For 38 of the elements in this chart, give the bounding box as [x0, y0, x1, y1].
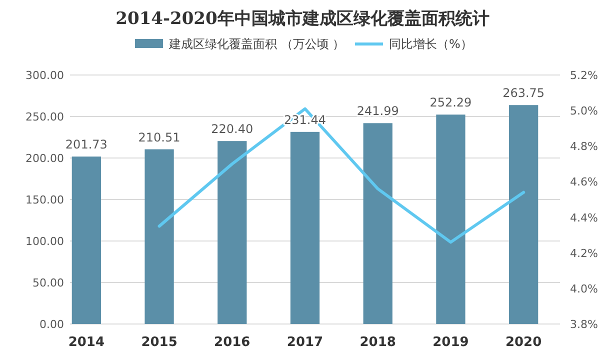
- bar: [436, 114, 466, 324]
- data-label: 263.75: [502, 86, 545, 100]
- chart-title: 2014-2020年中国城市建成区绿化覆盖面积统计: [116, 8, 490, 29]
- y-tick-label: 300.00: [26, 69, 64, 82]
- legend-label: 建成区绿化覆盖面积 （万公顷 ）: [168, 37, 345, 51]
- y-tick-label: 100.00: [26, 235, 64, 248]
- y2-tick-label: 4.0%: [570, 282, 598, 296]
- bar: [72, 156, 101, 324]
- y-tick-label: 150.00: [26, 194, 64, 206]
- y2-tick-label: 3.8%: [570, 318, 598, 331]
- y2-tick-label: 4.8%: [570, 140, 598, 154]
- x-tick-label: 2015: [141, 335, 178, 350]
- data-label: 241.99: [356, 104, 399, 118]
- y-tick-label: 250.00: [26, 110, 64, 124]
- x-tick-label: 2014: [68, 335, 105, 350]
- data-label: 210.51: [138, 130, 180, 144]
- y-tick-label: 200.00: [26, 152, 64, 165]
- bar: [363, 123, 392, 324]
- y-tick-label: 50.00: [32, 276, 64, 290]
- data-label: 220.40: [211, 122, 254, 136]
- x-tick-label: 2017: [286, 335, 324, 350]
- data-label: 201.73: [65, 138, 108, 152]
- x-tick-label: 2019: [432, 335, 469, 350]
- bar: [290, 132, 320, 324]
- x-tick-label: 2020: [505, 335, 542, 350]
- bar: [218, 141, 247, 324]
- y2-tick-label: 4.6%: [570, 176, 598, 189]
- y-tick-label: 0.00: [40, 318, 64, 331]
- y2-tick-label: 4.2%: [570, 246, 598, 260]
- x-tick-label: 2018: [360, 335, 396, 350]
- legend-label: 同比增长（%）: [389, 37, 472, 51]
- x-tick-label: 2016: [214, 335, 250, 350]
- y2-tick-label: 4.4%: [570, 211, 598, 224]
- bar: [509, 105, 538, 324]
- y2-tick-label: 5.2%: [570, 69, 598, 82]
- bar: [144, 149, 174, 324]
- y2-tick-label: 5.0%: [570, 104, 598, 118]
- data-label: 252.29: [430, 96, 472, 110]
